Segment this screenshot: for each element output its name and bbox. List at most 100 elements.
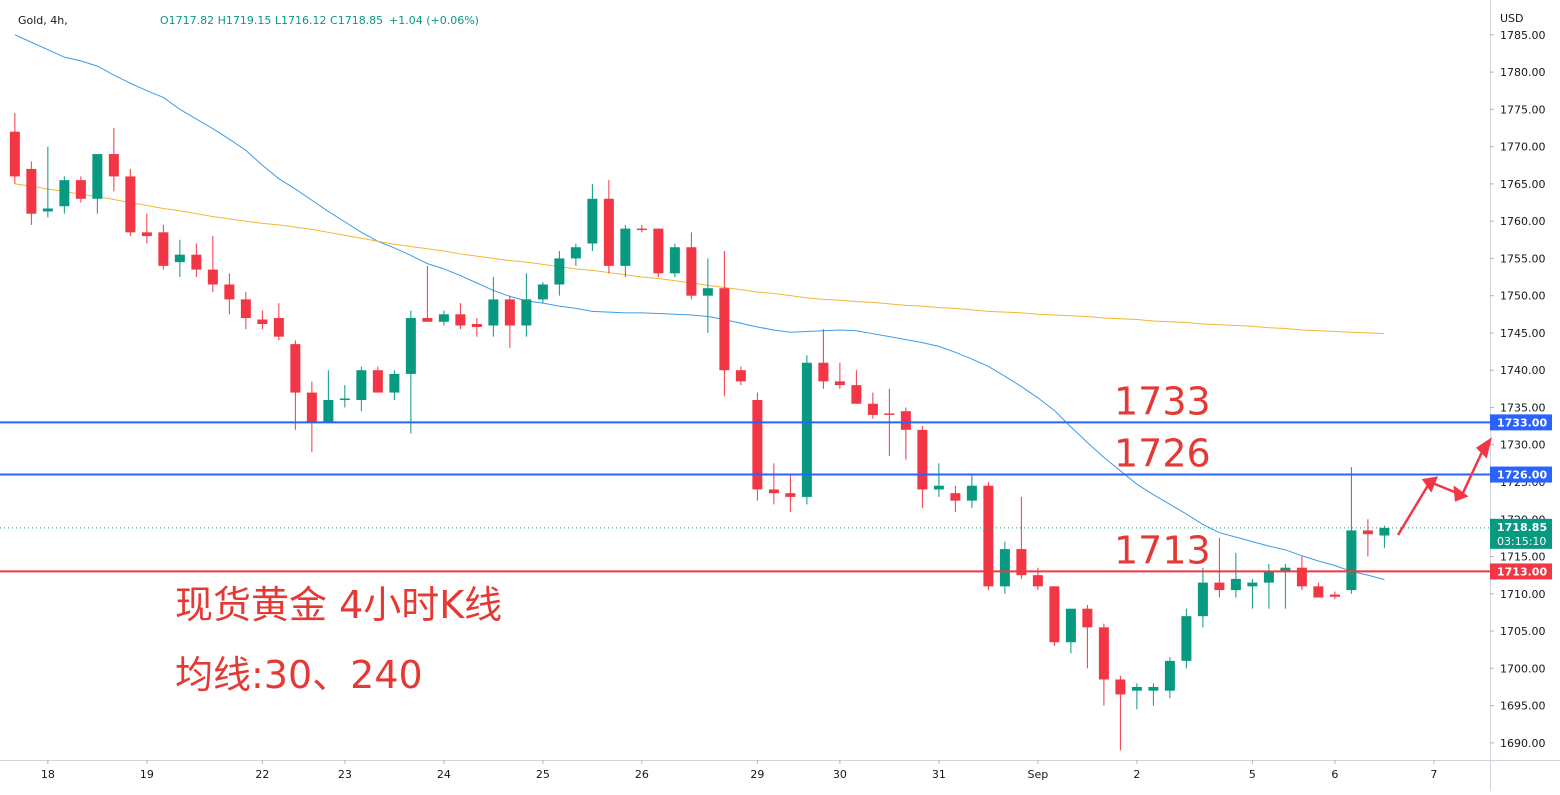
y-tick-label: 1745.00 bbox=[1500, 327, 1546, 340]
candle-body bbox=[455, 314, 466, 326]
candle-body bbox=[191, 254, 202, 270]
candle-body bbox=[488, 299, 499, 326]
candle-body bbox=[1115, 679, 1126, 695]
candle-body bbox=[1230, 578, 1241, 591]
level-badge-label: 1713.00 bbox=[1497, 565, 1547, 578]
candle-body bbox=[554, 258, 565, 285]
y-tick-label: 1775.00 bbox=[1500, 103, 1546, 116]
y-tick-label: 1780.00 bbox=[1500, 66, 1546, 79]
candle-body bbox=[966, 485, 977, 501]
candle-body bbox=[1296, 567, 1307, 587]
x-tick-label: 25 bbox=[536, 768, 550, 781]
x-tick-label: 19 bbox=[140, 768, 154, 781]
x-tick-label: 18 bbox=[41, 768, 55, 781]
candle-body bbox=[884, 413, 895, 415]
candle-body bbox=[686, 247, 697, 296]
candle-body bbox=[1131, 686, 1142, 691]
candle-body bbox=[372, 370, 383, 393]
candle-body bbox=[1346, 530, 1357, 591]
y-tick-label: 1735.00 bbox=[1500, 401, 1546, 414]
level-label: 1733 bbox=[1114, 379, 1211, 423]
candle-body bbox=[900, 411, 911, 430]
candle-body bbox=[669, 247, 680, 274]
candle-body bbox=[1032, 575, 1043, 587]
candle-body bbox=[587, 198, 598, 244]
candle-body bbox=[290, 344, 301, 393]
x-tick-label: 26 bbox=[635, 768, 649, 781]
candle-body bbox=[752, 400, 763, 490]
candle-body bbox=[735, 370, 746, 382]
symbol: Gold, 4h, bbox=[18, 14, 68, 27]
candle-body bbox=[719, 288, 730, 371]
candle-body bbox=[768, 489, 779, 494]
candle-body bbox=[1164, 660, 1175, 691]
countdown: 03:15:10 bbox=[1497, 535, 1546, 548]
forecast-arrow bbox=[1396, 437, 1492, 536]
level-badge-label: 1726.00 bbox=[1497, 469, 1547, 482]
level-label: 1726 bbox=[1114, 432, 1211, 476]
x-tick-label: 6 bbox=[1331, 768, 1338, 781]
candle-body bbox=[422, 318, 433, 322]
candle-body bbox=[75, 180, 86, 199]
candle-body bbox=[521, 299, 532, 326]
y-tick-label: 1785.00 bbox=[1500, 29, 1546, 42]
candle-body bbox=[620, 228, 631, 266]
candle-body bbox=[917, 429, 928, 490]
last-price-label: 1718.85 bbox=[1497, 521, 1547, 534]
candle-body bbox=[933, 485, 944, 490]
candle-body bbox=[504, 299, 515, 326]
y-tick-label: 1710.00 bbox=[1500, 588, 1546, 601]
level-badge-label: 1733.00 bbox=[1497, 416, 1547, 429]
y-tick-label: 1690.00 bbox=[1500, 737, 1546, 750]
candle-body bbox=[158, 232, 169, 266]
moving-average bbox=[14, 34, 1385, 581]
candle-body bbox=[950, 493, 961, 501]
candle-body bbox=[273, 318, 284, 337]
candle-body bbox=[636, 228, 647, 231]
candle-body bbox=[983, 485, 994, 587]
candle-body bbox=[306, 392, 317, 423]
candle-body bbox=[1313, 586, 1324, 598]
candle-body bbox=[785, 493, 796, 497]
candle-body bbox=[389, 373, 400, 393]
x-tick-label: 29 bbox=[750, 768, 764, 781]
candle-body bbox=[999, 549, 1010, 587]
y-tick-label: 1760.00 bbox=[1500, 215, 1546, 228]
candle-body bbox=[92, 154, 103, 199]
candle-body bbox=[471, 323, 482, 327]
candle-body bbox=[702, 288, 713, 296]
candle-body bbox=[1181, 616, 1192, 661]
candle-body bbox=[108, 154, 119, 177]
candle-body bbox=[570, 247, 581, 259]
candle-body bbox=[1098, 627, 1109, 680]
x-tick-label: 23 bbox=[338, 768, 352, 781]
candle-body bbox=[240, 299, 251, 319]
candle-body bbox=[405, 318, 416, 374]
candle-body bbox=[1197, 582, 1208, 617]
y-tick-label: 1750.00 bbox=[1500, 290, 1546, 303]
candle-body bbox=[257, 319, 268, 324]
candle-body bbox=[851, 385, 862, 404]
annotation: 现货黄金 4小时K线 bbox=[175, 583, 502, 627]
candle-body bbox=[1247, 582, 1258, 587]
level-label: 1713 bbox=[1114, 528, 1211, 572]
y-tick-label: 1705.00 bbox=[1500, 625, 1546, 638]
candle-body bbox=[42, 208, 53, 212]
moving-average bbox=[14, 183, 1385, 335]
candle-body bbox=[356, 370, 367, 401]
candle-body bbox=[1082, 608, 1093, 628]
candle-body bbox=[9, 131, 20, 177]
candle-body bbox=[1148, 686, 1159, 691]
candle-body bbox=[834, 381, 845, 386]
candle-body bbox=[207, 269, 218, 285]
candle-body bbox=[26, 168, 37, 214]
candle-body bbox=[339, 398, 350, 401]
candle-body bbox=[1379, 527, 1390, 536]
candle-body bbox=[323, 400, 334, 423]
y-tick-label: 1730.00 bbox=[1500, 439, 1546, 452]
candle-body bbox=[818, 362, 829, 382]
candle-body bbox=[1016, 549, 1027, 576]
x-tick-label: 2 bbox=[1133, 768, 1140, 781]
